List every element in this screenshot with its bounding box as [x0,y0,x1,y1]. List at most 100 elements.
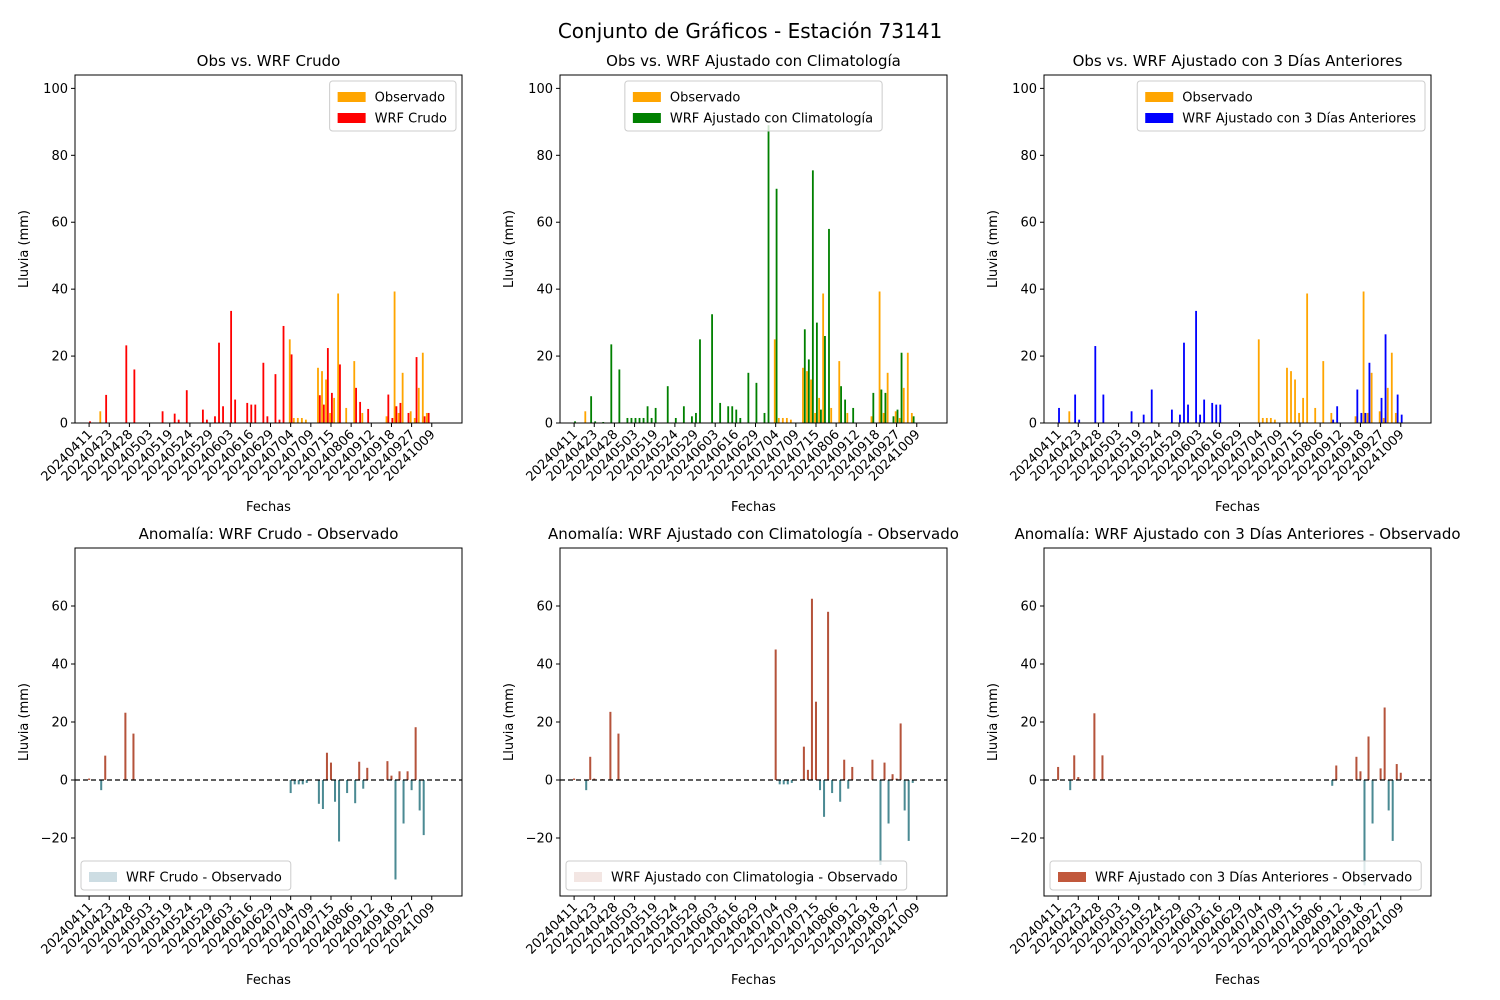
bar [887,780,890,824]
y-tick-label: 60 [51,216,68,231]
bar [815,322,818,423]
bar [626,417,629,423]
bar [395,406,398,423]
legend-label: WRF Ajustado con Climatología [670,112,873,127]
bar [883,762,886,780]
legend-box [1136,80,1426,132]
y-tick-label: 0 [1029,417,1037,432]
subplot: Anomalía: WRF Ajustado con Climatología … [502,525,959,988]
bar [1400,414,1403,423]
bar [838,361,841,423]
bar [1069,780,1072,791]
bar [1360,412,1363,423]
bar [814,701,817,780]
bar [262,362,265,423]
bar [246,402,249,423]
legend-swatch [1145,92,1174,102]
bar [646,406,649,423]
bar [100,780,103,791]
bar [907,780,910,841]
bar [317,780,320,804]
bar [1073,755,1076,780]
bar [810,379,812,423]
legend-label: Observado [670,91,741,106]
bar [394,780,397,880]
legend-label: WRF Ajustado con 3 Días Anteriores [1182,112,1416,127]
bar [318,395,321,423]
y-tick-label: 80 [51,149,68,164]
y-tick-label: 0 [1029,774,1037,789]
subplot-title: Obs vs. WRF Crudo [197,52,341,70]
bar [870,416,873,423]
bar [786,780,789,785]
bar [399,402,402,423]
bar [362,780,365,789]
y-tick-label: 60 [51,600,68,615]
bar [654,407,657,423]
bar [1314,407,1317,423]
y-tick-label: 20 [51,716,68,731]
bar [1394,412,1397,423]
legend-swatch [337,113,366,123]
bar [878,291,881,423]
bar [902,387,905,423]
bar [777,417,780,423]
bar [1211,402,1214,423]
bar [218,342,220,423]
legend-box [565,860,908,891]
bar [1094,346,1097,423]
x-axis-label: Fechas [246,500,291,515]
bar [234,399,237,423]
bar [1390,352,1393,423]
legend-box [624,80,883,132]
bar [781,417,784,423]
bar [1187,404,1189,423]
bar [785,417,788,423]
bar [884,392,887,423]
bar [1367,736,1370,780]
y-axis-label: Lluvia (mm) [502,210,517,288]
bar [390,775,393,780]
bar [630,417,633,423]
bar [105,394,108,423]
bar [1058,407,1060,423]
y-tick-label: 60 [1020,600,1037,615]
bar [414,727,417,780]
bar [1219,404,1222,423]
bar [1364,412,1367,423]
bar [806,371,808,423]
y-tick-label: 20 [51,350,68,365]
subplot: Obs vs. WRF Ajustado con 3 Días Anterior… [986,52,1432,515]
bar [1363,780,1366,886]
bar [1261,417,1264,423]
bar [104,755,107,780]
bar [421,352,424,423]
y-axis-label: Lluvia (mm) [502,683,517,761]
bar [1269,417,1272,423]
bar [747,372,750,423]
y-tick-label: 20 [1020,716,1037,731]
legend: Observado WRF Crudo [329,80,457,132]
bar [886,372,889,423]
bar [1370,372,1373,423]
y-tick-label: 0 [545,417,553,432]
bar [337,293,340,423]
bar [387,394,390,423]
y-axis-label: Lluvia (mm) [986,210,1001,288]
bar [1130,411,1133,423]
bar [900,352,903,423]
legend-label: Observado [1182,91,1253,106]
axes-frame [1043,74,1432,424]
bar [896,409,899,423]
bar [329,762,332,780]
bar [1183,342,1185,423]
y-axis-label: Lluvia (mm) [17,210,32,288]
bar [682,406,685,423]
y-tick-label: 40 [536,283,553,298]
bar [296,417,299,423]
bar [88,778,91,780]
bar [1384,334,1387,423]
legend-label: WRF Ajustado con Climatologia - Observad… [611,871,898,886]
bar [1336,406,1339,423]
